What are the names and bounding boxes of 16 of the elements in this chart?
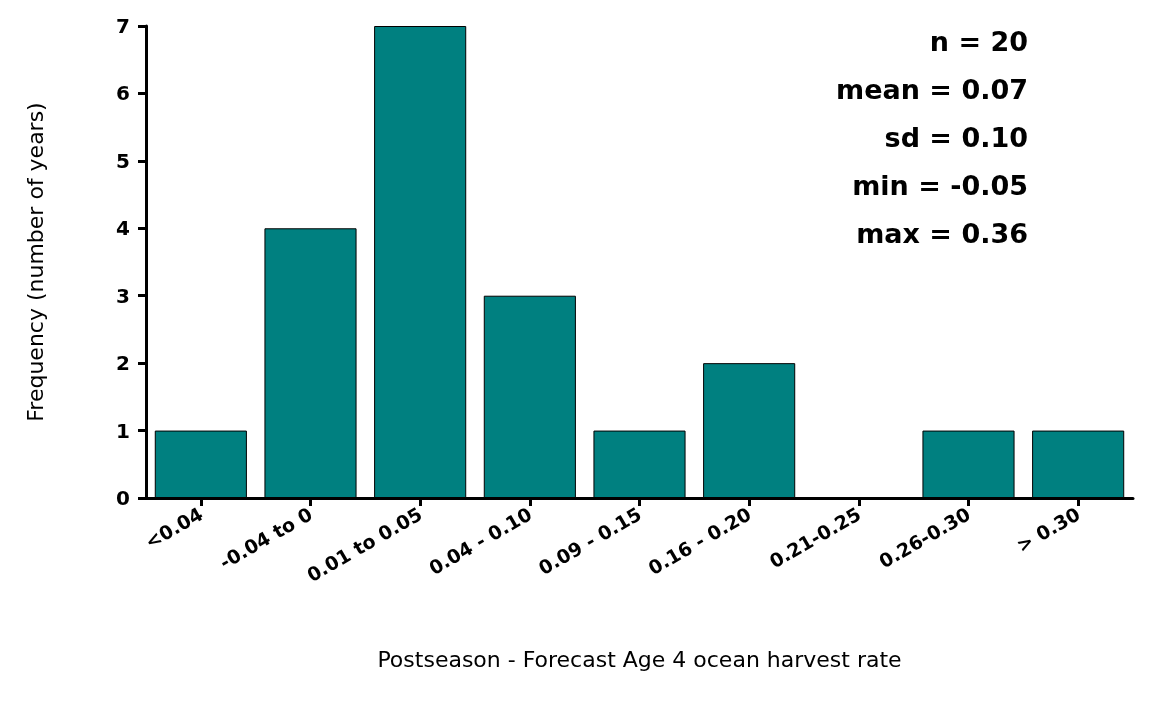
x-axis-title: Postseason - Forecast Age 4 ocean harvest rate	[377, 646, 902, 672]
y-tick-label: 2	[116, 351, 130, 376]
annotation: min = -0.05	[852, 170, 1028, 201]
y-tick-label: 6	[116, 81, 130, 106]
y-tick-label: 3	[116, 283, 130, 308]
y-tick-label: 4	[116, 216, 130, 241]
y-tick-label: 7	[116, 14, 130, 38]
y-tick-label: 1	[116, 418, 130, 443]
annotation: mean = 0.07	[836, 74, 1029, 105]
annotation: sd = 0.10	[884, 122, 1028, 153]
y-tick-label: 5	[116, 148, 130, 173]
y-axis-title: Frequency (number of years)	[22, 102, 48, 422]
annotation: max = 0.36	[856, 218, 1028, 249]
annotation: n = 20	[929, 26, 1028, 57]
y-tick-label: 0	[116, 486, 130, 510]
x-tick-label: > 0.30	[1012, 502, 1084, 557]
